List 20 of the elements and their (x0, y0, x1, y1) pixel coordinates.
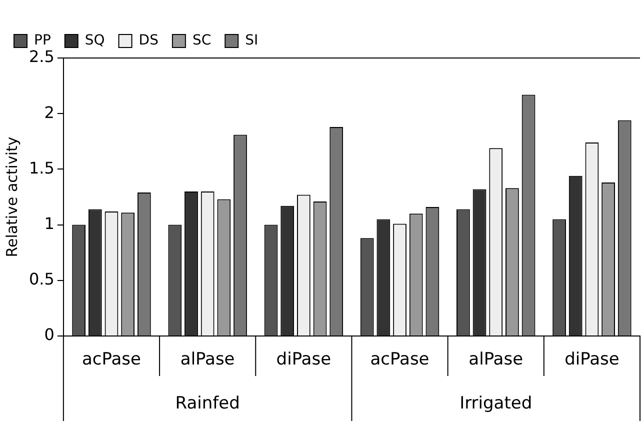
y-tick-label: 0 (44, 325, 54, 344)
legend-label: SI (245, 32, 258, 49)
legend-label: SQ (84, 32, 105, 49)
y-tick-label: 2.5 (28, 47, 54, 66)
y-axis-title: Relative activity (2, 136, 21, 258)
y-tick-label: 1 (44, 214, 54, 233)
x-tick-label: alPase (180, 350, 235, 370)
legend-label: PP (34, 32, 51, 49)
x-tick-label: acPase (370, 350, 430, 370)
legend-label: SC (192, 32, 212, 49)
legend-label: DS (138, 32, 159, 49)
y-tick-label: 1.5 (28, 158, 54, 178)
y-tick-label: 2 (44, 102, 54, 122)
x-tick-label: alPase (468, 350, 524, 370)
y-tick-label: 0.5 (28, 270, 54, 289)
text: Rainfed (175, 393, 240, 414)
x-tick-label: diPase (276, 350, 332, 370)
x-tick-label: diPase (564, 350, 620, 370)
text: Irrigated (460, 393, 532, 414)
x-tick-label: acPase (82, 350, 141, 370)
